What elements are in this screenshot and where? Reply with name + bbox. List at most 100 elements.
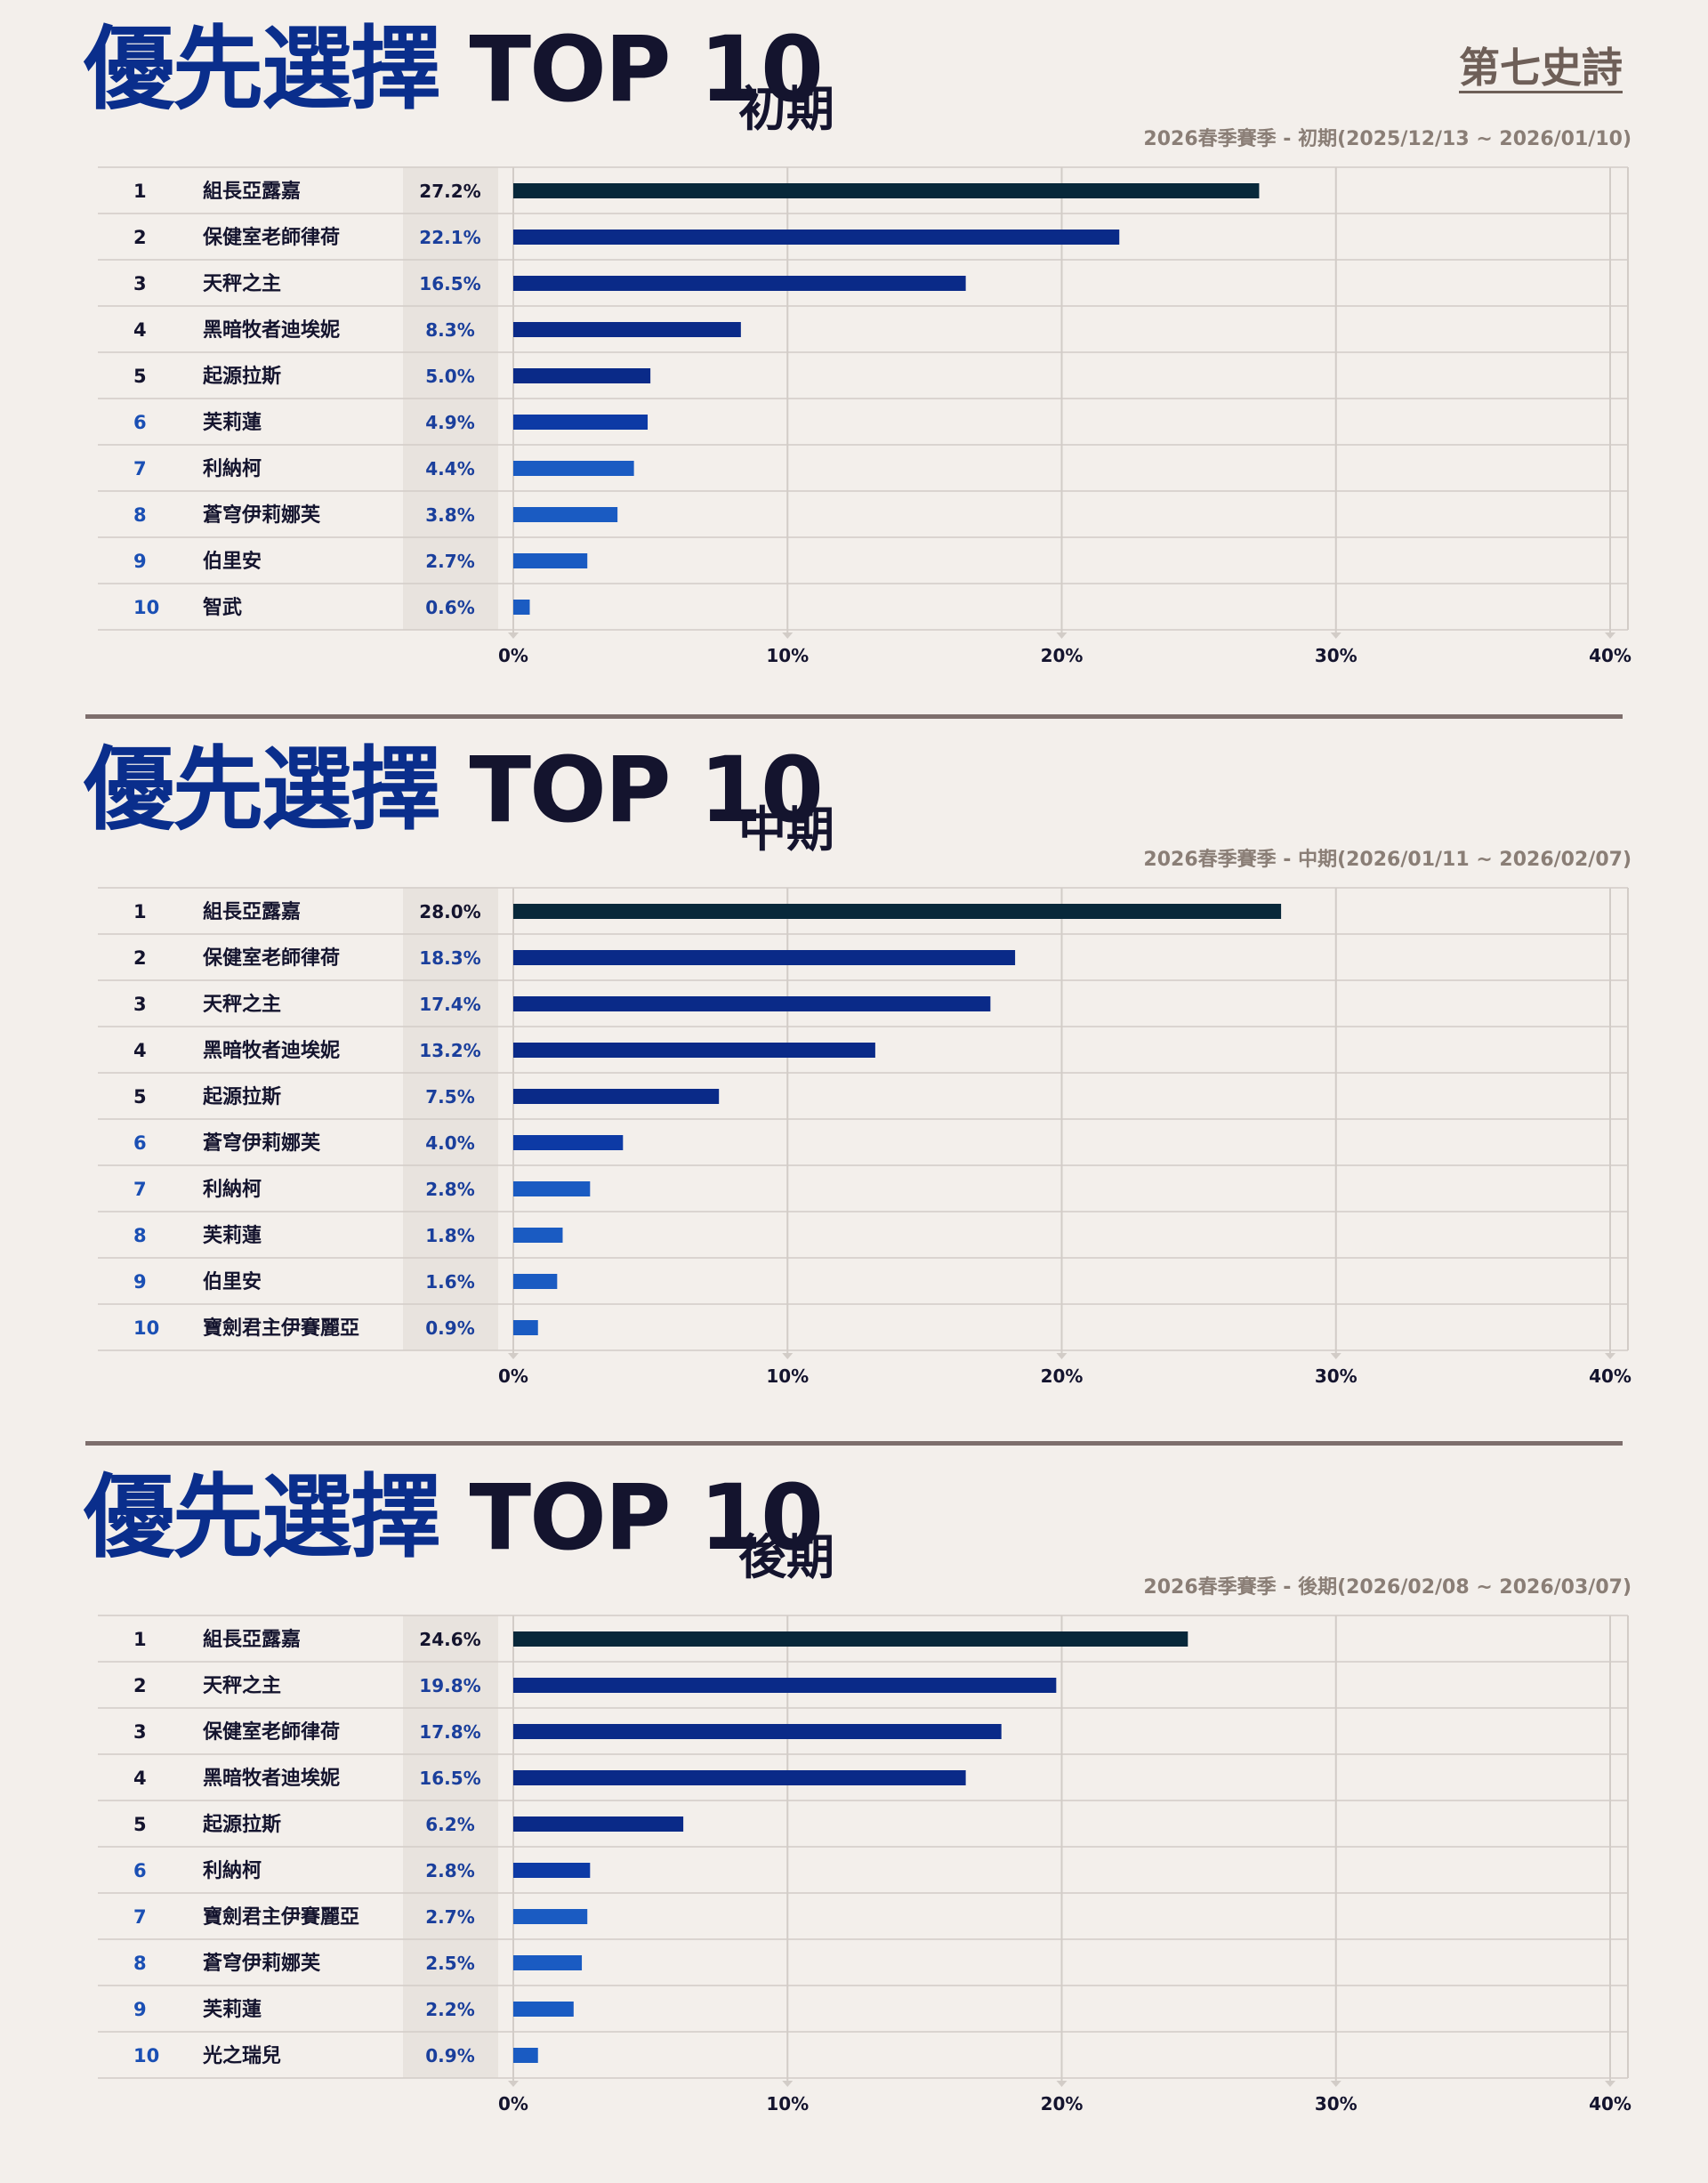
hero-name: 起源拉斯	[202, 365, 281, 388]
section-divider	[85, 714, 1623, 719]
value-label: 27.2%	[419, 181, 480, 202]
rank-number: 1	[133, 1629, 147, 1650]
title-prefix: 優先選擇	[84, 737, 441, 843]
rank-number: 5	[133, 366, 147, 387]
hero-name: 黑暗牧者迪埃妮	[203, 1767, 340, 1790]
rank-number: 7	[133, 1179, 147, 1200]
hero-name: 寶劍君主伊賽麗亞	[203, 1905, 359, 1929]
x-tick-label: 10%	[766, 1365, 809, 1387]
value-label: 28.0%	[419, 901, 480, 922]
hero-name: 利納柯	[203, 1178, 262, 1201]
rank-number: 8	[133, 1225, 147, 1246]
rank-number: 3	[133, 273, 147, 294]
x-tick-label: 40%	[1589, 645, 1631, 666]
rank-number: 10	[133, 597, 159, 618]
bar	[513, 1909, 588, 1924]
bar	[513, 1863, 591, 1878]
bar	[513, 183, 1260, 198]
tick-marker	[782, 1353, 794, 1359]
value-label: 24.6%	[419, 1629, 480, 1650]
value-label: 0.9%	[425, 1317, 474, 1339]
hero-name: 利納柯	[203, 1859, 262, 1882]
bar	[513, 1181, 591, 1196]
value-label: 18.3%	[419, 947, 480, 969]
value-label: 3.8%	[425, 504, 474, 526]
rank-number: 3	[133, 1721, 147, 1743]
hero-name: 組長亞露嘉	[203, 900, 301, 923]
value-label: 2.8%	[425, 1179, 474, 1200]
x-tick-label: 20%	[1041, 645, 1084, 666]
bar-chart-early: 1 組長亞露嘉 27.2% 2 保健室老師律荷 22.1% 3 天秤之主 16.5% 4 黑暗牧者迪…	[98, 166, 1631, 666]
value-label: 4.9%	[425, 412, 474, 433]
bar	[513, 553, 588, 568]
hero-name: 天秤之主	[203, 272, 281, 295]
x-tick-label: 10%	[766, 645, 809, 666]
bar	[513, 230, 1120, 245]
hero-name: 保健室老師律荷	[202, 1720, 340, 1744]
section-title: 優先選擇 TOP 10	[84, 25, 824, 116]
period-label: 2026春季賽季 - 後期(2026/02/08 ~ 2026/03/07)	[1143, 1576, 1631, 1599]
bar-chart-mid: 1 組長亞露嘉 28.0% 2 保健室老師律荷 18.3% 3 天秤之主 17.4% 4 黑暗牧者迪…	[98, 887, 1631, 1387]
tick-marker	[782, 2081, 794, 2087]
value-label: 16.5%	[419, 1768, 480, 1789]
rank-number: 3	[133, 994, 147, 1015]
hero-name: 蒼穹伊莉娜芙	[203, 503, 321, 527]
rank-number: 8	[133, 504, 147, 526]
title-phase: 後期	[738, 1529, 834, 1585]
bar	[513, 1228, 563, 1243]
value-label: 4.4%	[425, 458, 474, 479]
tick-marker	[782, 632, 794, 639]
tick-marker	[1605, 1353, 1615, 1359]
rank-number: 5	[133, 1814, 147, 1835]
bar	[513, 2048, 538, 2063]
rank-number: 4	[133, 1768, 147, 1789]
title-prefix: 優先選擇	[84, 1465, 441, 1571]
value-label: 2.2%	[425, 1999, 474, 2020]
bar	[513, 1089, 720, 1104]
title-top: TOP 10	[469, 737, 824, 843]
bar	[513, 1770, 966, 1785]
value-label: 13.2%	[419, 1040, 480, 1061]
hero-name: 保健室老師律荷	[202, 226, 340, 249]
hero-name: 蒼穹伊莉娜芙	[203, 1132, 321, 1155]
hero-name: 芙莉蓮	[203, 1999, 262, 2021]
value-label: 2.8%	[425, 1860, 474, 1881]
rank-number: 2	[133, 227, 147, 248]
value-label: 17.4%	[419, 994, 480, 1015]
period-label: 2026春季賽季 - 中期(2026/01/11 ~ 2026/02/07)	[1143, 849, 1631, 871]
tick-marker	[1330, 2081, 1341, 2087]
tick-marker	[508, 1353, 519, 1359]
bar	[513, 1135, 624, 1150]
title-top: TOP 10	[469, 17, 824, 123]
x-tick-label: 0%	[498, 1365, 528, 1387]
rank-number: 4	[133, 319, 147, 341]
bar	[513, 322, 741, 337]
hero-name: 光之瑞兒	[202, 2044, 281, 2067]
value-label: 0.9%	[425, 2045, 474, 2066]
rank-number: 1	[133, 901, 147, 922]
section-mid: 優先選擇 TOP 10 中期 2026春季賽季 - 中期(2026/01/11 …	[0, 721, 1708, 1432]
rank-number: 10	[133, 2045, 159, 2066]
tick-marker	[1330, 1353, 1341, 1359]
tick-marker	[1605, 2081, 1615, 2087]
hero-name: 天秤之主	[203, 993, 281, 1016]
tick-marker	[1056, 632, 1068, 639]
value-label: 1.6%	[425, 1271, 474, 1293]
hero-name: 利納柯	[203, 457, 262, 480]
tick-marker	[508, 2081, 519, 2087]
title-prefix: 優先選擇	[84, 17, 441, 123]
bar	[513, 2002, 574, 2017]
hero-name: 天秤之主	[203, 1674, 281, 1697]
rank-number: 2	[133, 947, 147, 969]
x-tick-label: 30%	[1315, 645, 1358, 666]
bar	[513, 996, 991, 1011]
value-label: 17.8%	[419, 1721, 480, 1743]
bar	[513, 1631, 1188, 1647]
value-label: 4.0%	[425, 1132, 474, 1154]
bar	[513, 507, 618, 522]
bar	[513, 950, 1016, 965]
x-tick-label: 20%	[1041, 2093, 1084, 2115]
bar	[513, 1955, 583, 1970]
section-early: 優先選擇 TOP 10 初期 2026春季賽季 - 初期(2025/12/13 …	[0, 0, 1708, 712]
rank-number: 7	[133, 1906, 147, 1928]
